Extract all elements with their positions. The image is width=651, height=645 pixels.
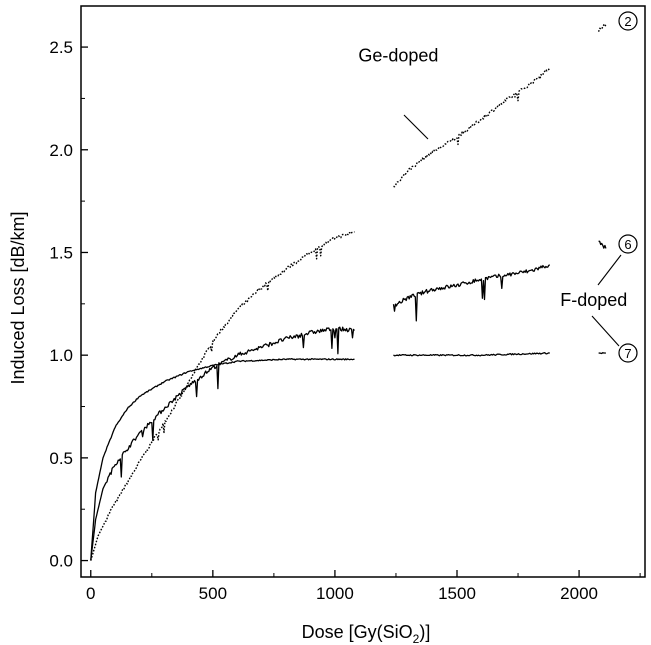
f7-leader-line	[591, 315, 620, 347]
marker-number: 7	[624, 346, 631, 361]
x-tick-label: 500	[199, 584, 227, 603]
x-tick-label: 0	[86, 584, 95, 603]
marker-number: 6	[624, 237, 631, 252]
plot-area	[80, 5, 646, 578]
y-axis-title: Induced Loss [dB/km]	[8, 211, 28, 384]
x-axis-title: Dose [Gy(SiO2)]	[302, 622, 431, 645]
annotation-label: F-doped	[560, 290, 627, 310]
x-tick-label: 1500	[438, 584, 476, 603]
series-f7-segment-2	[598, 352, 606, 355]
marker-circle	[618, 234, 638, 254]
series-layer	[90, 24, 607, 561]
marker-circle	[618, 343, 638, 363]
series-ge	[90, 24, 607, 561]
y-tick-label: 2.0	[49, 141, 73, 160]
ge-leader-line	[403, 114, 429, 140]
y-tick-label: 1.0	[49, 346, 73, 365]
marker-number: 2	[624, 14, 631, 29]
x-tick-label: 1000	[316, 584, 354, 603]
y-tick-label: 0.0	[49, 552, 73, 571]
series-f6-segment-0	[90, 326, 355, 561]
x-tick-label: 2000	[560, 584, 598, 603]
series-ge-segment-0	[90, 231, 355, 561]
series-ge-segment-2	[597, 24, 607, 32]
ticks-layer: 0 500 1000 1500 2000 0.0 0.5 1.0 1.5 2.0 2.5	[49, 38, 641, 603]
series-f7-segment-0	[90, 358, 355, 561]
series-f7-segment-1	[393, 352, 550, 357]
series-ge-segment-1	[393, 67, 551, 188]
series-f6-segment-2	[598, 240, 607, 249]
annot-layer: Ge-doped F-doped 2 6 7	[358, 11, 638, 363]
plot-frame	[80, 5, 646, 578]
marker-f7: 7	[618, 343, 638, 363]
marker-f6: 6	[618, 234, 638, 254]
y-tick-label: 0.5	[49, 449, 73, 468]
marker-circle	[618, 11, 638, 31]
annotation-label: Ge-doped	[358, 45, 438, 65]
y-tick-label: 2.5	[49, 38, 73, 57]
y-tick-label: 1.5	[49, 243, 73, 262]
series-f6	[90, 240, 607, 561]
series-f7	[90, 352, 606, 561]
f6-leader-line	[597, 254, 622, 286]
series-f6-segment-1	[392, 264, 551, 322]
marker-ge: 2	[618, 11, 638, 31]
